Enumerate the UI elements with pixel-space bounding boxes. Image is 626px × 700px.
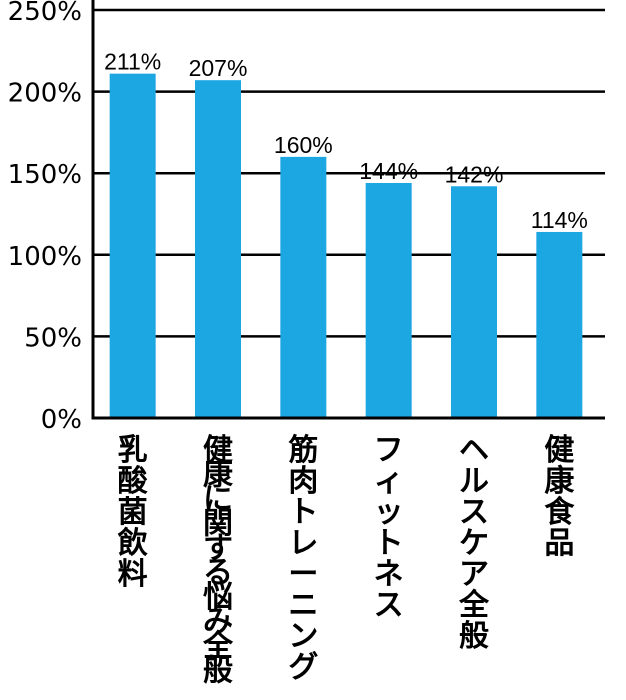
category-label-char: ル [459, 464, 489, 499]
y-tick-label: 100% [8, 242, 82, 272]
y-tick-label: 50% [24, 323, 82, 353]
category-label-char: ケ [459, 526, 489, 561]
bar [536, 231, 583, 418]
data-label: 114% [531, 207, 588, 233]
data-label: 211% [104, 49, 161, 75]
bars [109, 73, 583, 419]
category-label-char: 酸 [118, 464, 149, 499]
data-label: 144% [359, 158, 418, 184]
bar [451, 186, 497, 418]
category-label-char: 料 [118, 557, 148, 592]
category-label-char: ス [374, 588, 404, 623]
category-label-char: ン [288, 619, 318, 654]
category-label-char: 全 [458, 588, 490, 623]
category-label-char: る [203, 556, 233, 591]
category-label-char: グ [288, 650, 318, 685]
data-label: 160% [274, 132, 333, 158]
data-labels: 211% 207% 160% 144% 142% 114% [104, 49, 588, 233]
data-label: 142% [445, 161, 504, 187]
category-label-char: ッ [374, 495, 404, 530]
y-tick-label: 0% [41, 405, 82, 435]
category-label-char: 般 [459, 619, 489, 654]
category-label-char: ィ [374, 464, 404, 499]
category-label-char: 筋 [288, 433, 318, 468]
category-label-char: ネ [374, 557, 404, 592]
y-axis-tick-labels: 0% 50% 100% 150% 200% 250% [8, 0, 82, 435]
bar [195, 80, 241, 419]
category-label-char: 菌 [118, 495, 148, 530]
category-label-char: 関 [203, 507, 233, 542]
category-label-char: 食 [544, 495, 575, 530]
category-label-char: す [203, 531, 233, 566]
category-label: フィットネス [374, 433, 404, 623]
category-label-char: ト [374, 526, 404, 561]
category-label-char: 乳 [118, 433, 148, 468]
gridlines [93, 8, 605, 338]
bar [280, 156, 327, 418]
category-label-char: 康 [203, 458, 234, 493]
category-label-char: ト [288, 495, 318, 530]
category-label-char: 健 [544, 433, 574, 468]
y-tick-label: 200% [8, 79, 82, 109]
category-label-char: ニ [288, 588, 318, 623]
category-label-char: 康 [544, 464, 575, 499]
data-label: 207% [189, 55, 248, 81]
category-label-char: 全 [202, 629, 234, 664]
category-label-char: レ [288, 526, 318, 561]
bar [365, 182, 412, 418]
category-label: 健康食品 [544, 433, 575, 561]
y-tick-label: 150% [8, 160, 82, 190]
bar [109, 73, 156, 418]
category-label-char: 健 [203, 433, 233, 468]
category-label-char: 飲 [118, 526, 149, 561]
category-label-char: み [203, 605, 233, 640]
category-label-char: ー [288, 557, 318, 592]
category-label-char: 品 [544, 526, 574, 561]
category-label-char: ア [459, 557, 489, 592]
category-label: 健康に関する悩み全般 [202, 433, 234, 689]
category-label-char: に [203, 482, 233, 517]
category-label-char: フ [374, 433, 404, 468]
category-label-char: 般 [203, 654, 233, 689]
category-label-char: 肉 [288, 464, 318, 499]
y-tick-label: 250% [8, 0, 82, 27]
category-label: 筋肉トレーニング [288, 433, 318, 685]
category-label-char: ヘ [459, 433, 489, 468]
category-label-char: ス [459, 495, 489, 530]
category-label: ヘルスケア全般 [458, 433, 490, 654]
category-label-char: 悩 [203, 580, 233, 615]
category-label: 乳酸菌飲料 [118, 433, 149, 592]
